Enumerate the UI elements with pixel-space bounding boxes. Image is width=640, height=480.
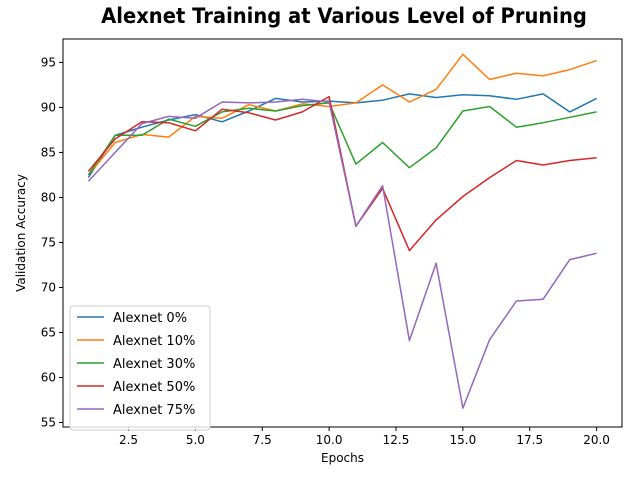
x-tick-label: 20.0 — [583, 433, 610, 447]
x-tick-label: 12.5 — [383, 433, 410, 447]
y-tick-label: 60 — [41, 370, 56, 384]
y-tick-label: 55 — [41, 415, 56, 429]
legend-label-2: Alexnet 30% — [113, 357, 195, 372]
x-tick-label: 17.5 — [516, 433, 543, 447]
legend-label-4: Alexnet 75% — [113, 403, 195, 418]
y-tick-label: 80 — [41, 190, 56, 204]
plot-area-frame — [62, 38, 623, 428]
series-line-4 — [87, 98, 597, 409]
x-tick-label: 7.5 — [253, 433, 272, 447]
chart-title: Alexnet Training at Various Level of Pru… — [101, 4, 587, 28]
legend-label-1: Alexnet 10% — [113, 334, 195, 349]
y-tick-label: 70 — [41, 280, 56, 294]
x-tick-label: 5.0 — [186, 433, 205, 447]
series-line-3 — [87, 95, 597, 252]
series-line-2 — [87, 102, 597, 176]
x-axis-label: Epochs — [321, 451, 364, 465]
series-line-1 — [87, 53, 597, 176]
x-tick-label: 10.0 — [316, 433, 343, 447]
legend: Alexnet 0% Alexnet 10% Alexnet 30% Alexnet … — [69, 305, 211, 431]
x-tick-label: 15.0 — [449, 433, 476, 447]
x-tick-label: 2.5 — [119, 433, 138, 447]
series-lines — [87, 53, 597, 409]
y-tick-label: 65 — [41, 325, 56, 339]
y-tick-label: 95 — [41, 55, 56, 69]
series-line-0 — [87, 93, 597, 179]
legend-label-3: Alexnet 50% — [113, 380, 195, 395]
legend-box — [69, 305, 211, 431]
axis-ticks: 2.5 5.0 7.5 10.0 12.5 15.0 17.5 20.0 55 60 65 70 75 8… — [41, 55, 610, 447]
y-tick-label: 90 — [41, 100, 56, 114]
y-tick-label: 75 — [41, 235, 56, 249]
y-axis-label: Validation Accuracy — [14, 174, 28, 292]
y-tick-label: 85 — [41, 145, 56, 159]
legend-label-0: Alexnet 0% — [113, 311, 187, 326]
